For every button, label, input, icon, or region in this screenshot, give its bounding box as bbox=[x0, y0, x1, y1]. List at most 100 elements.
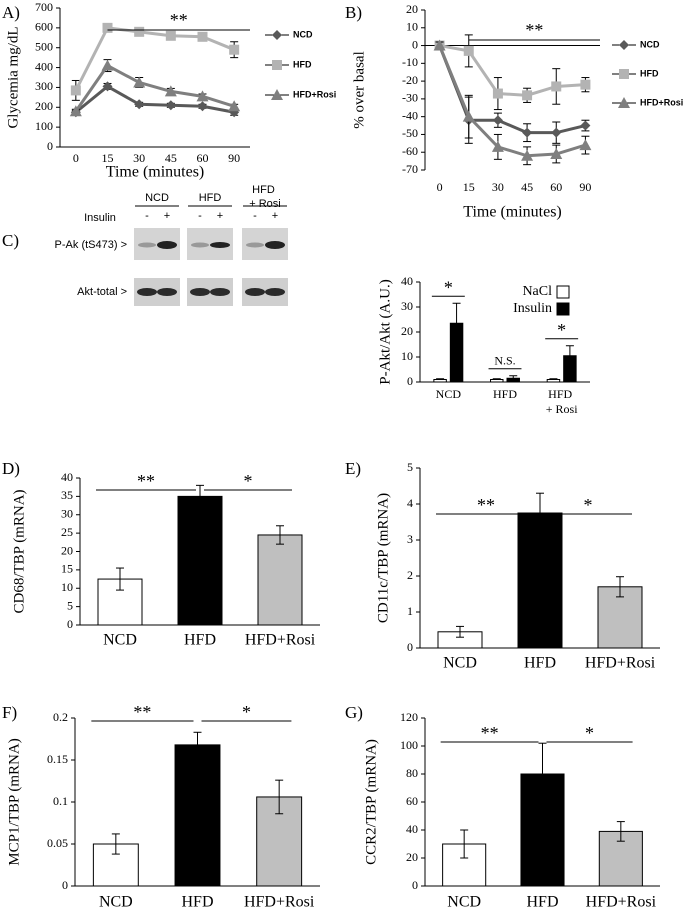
y-tick-label: 5 bbox=[407, 460, 413, 474]
legend-label: Insulin bbox=[513, 301, 552, 316]
y-tick-label: 1 bbox=[407, 604, 413, 618]
blot-group: NCD bbox=[145, 192, 169, 204]
annotation: * bbox=[242, 702, 251, 722]
bar bbox=[174, 744, 221, 887]
legend-label: HFD+Rosi bbox=[293, 89, 336, 99]
panel-label: D) bbox=[2, 459, 20, 478]
y-tick-label: 80 bbox=[406, 766, 418, 780]
y-tick-label: 60 bbox=[406, 794, 418, 808]
marker bbox=[197, 101, 208, 112]
y-tick-label: 200 bbox=[35, 99, 53, 113]
marker bbox=[271, 89, 283, 100]
y-tick-label: 20 bbox=[406, 2, 418, 16]
blot-level: + bbox=[164, 210, 170, 222]
x-tick-label: HFD+Rosi bbox=[244, 894, 315, 911]
legend-swatch bbox=[556, 302, 570, 316]
x-tick-label: HFD bbox=[524, 655, 556, 672]
legend-label: NCD bbox=[293, 29, 313, 39]
y-axis-label: Glycemia mg/dL bbox=[5, 26, 21, 128]
marker bbox=[492, 115, 503, 126]
bar bbox=[433, 379, 447, 383]
y-tick-label: 20 bbox=[61, 543, 73, 557]
label-line: + Rosi bbox=[546, 402, 578, 416]
marker bbox=[522, 127, 533, 138]
x-tick-label: 90 bbox=[579, 180, 591, 194]
bar bbox=[506, 377, 520, 383]
label-line: HFD bbox=[548, 387, 575, 401]
x-tick-label: HFD + Rosi bbox=[546, 387, 578, 416]
legend-label: HFD bbox=[293, 59, 312, 69]
marker bbox=[134, 26, 145, 37]
y-tick-label: -20 bbox=[402, 73, 418, 87]
marker bbox=[551, 127, 562, 138]
y-tick-label: 0 bbox=[67, 617, 73, 631]
x-tick-label: 60 bbox=[197, 151, 209, 165]
marker bbox=[580, 79, 591, 90]
marker bbox=[164, 85, 177, 97]
x-tick-label: 45 bbox=[165, 151, 177, 165]
blot-level: - bbox=[253, 210, 257, 222]
marker bbox=[229, 44, 240, 55]
marker bbox=[165, 100, 176, 111]
blot-band bbox=[137, 288, 157, 296]
y-tick-label: 20 bbox=[401, 324, 413, 338]
y-tick-label: -30 bbox=[402, 91, 418, 105]
y-axis-label: CD68/TBP (mRNA) bbox=[11, 489, 27, 613]
marker bbox=[551, 81, 562, 92]
marker bbox=[433, 39, 446, 51]
y-tick-label: 0.05 bbox=[47, 836, 68, 850]
blot-level: + bbox=[217, 210, 223, 222]
legend-label: NCD bbox=[640, 39, 660, 49]
blot-band bbox=[265, 241, 285, 249]
blot-band bbox=[157, 241, 177, 249]
bar bbox=[520, 773, 565, 887]
x-tick-label: 90 bbox=[228, 151, 240, 165]
y-tick-label: 0.2 bbox=[53, 710, 68, 724]
marker bbox=[196, 90, 209, 102]
y-tick-label: -70 bbox=[402, 162, 418, 176]
series-line bbox=[439, 44, 586, 97]
panel-label: F) bbox=[2, 703, 17, 722]
y-tick-label: 40 bbox=[406, 822, 418, 836]
y-tick-label: 300 bbox=[35, 79, 53, 93]
y-tick-label: 0 bbox=[412, 878, 418, 892]
blot-level: - bbox=[145, 210, 149, 222]
y-tick-label: 4 bbox=[407, 496, 413, 510]
y-tick-label: 120 bbox=[400, 710, 418, 724]
panel-label: E) bbox=[345, 459, 361, 478]
y-tick-label: 700 bbox=[35, 0, 53, 14]
x-tick-label: 30 bbox=[492, 180, 504, 194]
y-tick-label: 0 bbox=[62, 878, 68, 892]
x-tick-label: HFD+Rosi bbox=[245, 632, 316, 649]
marker bbox=[579, 139, 592, 151]
x-tick-label: NCD bbox=[443, 655, 477, 672]
marker bbox=[619, 69, 629, 79]
blot-band bbox=[265, 288, 285, 296]
marker bbox=[619, 40, 629, 50]
blot-band bbox=[138, 242, 156, 248]
y-tick-label: 0 bbox=[47, 139, 53, 153]
x-tick-label: 0 bbox=[437, 180, 443, 194]
panel-label: C) bbox=[2, 231, 19, 250]
x-tick-label: 30 bbox=[133, 151, 145, 165]
label-line: + Rosi bbox=[249, 198, 281, 210]
marker bbox=[491, 140, 504, 152]
marker bbox=[102, 22, 113, 33]
legend-swatch bbox=[556, 285, 570, 299]
y-tick-label: 25 bbox=[61, 525, 73, 539]
y-tick-label: 0.15 bbox=[47, 752, 68, 766]
y-tick-label: 0 bbox=[412, 37, 418, 51]
x-axis-label: Time (minutes) bbox=[106, 164, 205, 181]
marker bbox=[70, 85, 81, 96]
y-tick-label: 5 bbox=[67, 598, 73, 612]
blot-band bbox=[210, 242, 230, 248]
panel-label: A) bbox=[2, 3, 20, 22]
x-tick-label: HFD bbox=[526, 894, 558, 911]
blot-band bbox=[157, 288, 177, 296]
marker bbox=[272, 30, 282, 40]
blot-group: HFD bbox=[199, 192, 222, 204]
blot-treatment: Insulin bbox=[84, 212, 116, 224]
y-axis-label: P-Akt/Akt (A.U.) bbox=[377, 279, 393, 384]
y-tick-label: 30 bbox=[401, 299, 413, 313]
y-tick-label: 0 bbox=[407, 640, 413, 654]
